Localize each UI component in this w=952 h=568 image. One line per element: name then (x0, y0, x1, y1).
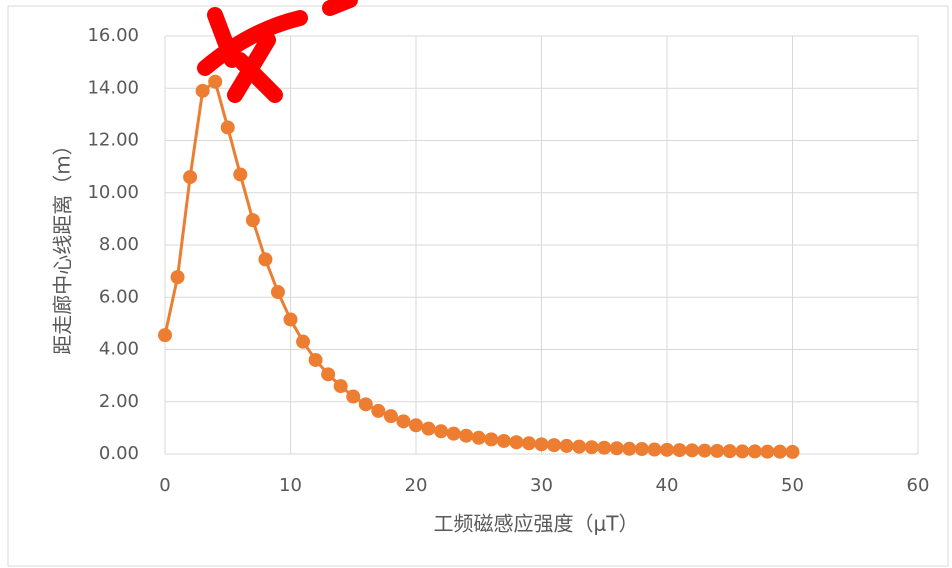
data-point (559, 438, 574, 453)
x-tick-label: 60 (907, 475, 930, 496)
data-point (409, 418, 423, 433)
data-point (785, 444, 800, 459)
data-point (534, 437, 549, 452)
y-tick-label: 6.00 (99, 286, 139, 307)
x-tick-label: 10 (279, 475, 302, 496)
y-tick-label: 14.00 (87, 77, 139, 98)
data-point (346, 389, 361, 404)
data-point (509, 435, 524, 450)
data-point (371, 403, 386, 418)
y-tick-label: 8.00 (99, 234, 139, 255)
data-point (609, 441, 624, 456)
y-tick-label: 12.00 (87, 130, 139, 151)
data-point (459, 428, 474, 443)
data-point (622, 441, 637, 456)
data-point (434, 424, 449, 439)
data-point (308, 352, 323, 367)
chart-frame (7, 5, 949, 567)
data-point (647, 442, 662, 457)
data-point (521, 436, 536, 451)
data-point (584, 440, 599, 455)
data-point (697, 443, 712, 458)
data-point (270, 285, 285, 300)
x-tick-label: 40 (656, 475, 679, 496)
data-point (660, 442, 674, 457)
data-point (158, 328, 172, 343)
data-point (722, 444, 737, 459)
data-point (772, 444, 787, 459)
x-tick-label: 20 (405, 475, 428, 496)
data-point (572, 439, 587, 454)
y-tick-label: 0.00 (99, 443, 139, 464)
data-point (597, 440, 612, 455)
data-point (735, 444, 750, 459)
data-point (634, 442, 649, 457)
data-point (760, 444, 775, 459)
data-point (245, 213, 260, 228)
data-point (710, 443, 725, 458)
x-tick-label: 0 (159, 475, 170, 496)
data-point (170, 270, 185, 285)
data-point (258, 252, 273, 267)
data-point (547, 438, 562, 453)
y-tick-label: 10.00 (87, 182, 139, 203)
data-point (496, 433, 511, 448)
x-tick-label: 50 (781, 475, 804, 496)
data-point (358, 397, 373, 412)
data-point (685, 443, 700, 458)
data-point (183, 170, 198, 185)
data-point (333, 379, 348, 394)
data-point (321, 367, 336, 382)
x-axis-label: 工频磁感应强度（μT） (434, 512, 639, 536)
watermark (197, 0, 358, 103)
y-tick-label: 2.00 (99, 391, 139, 412)
y-axis-label: 距走廊中心线距离（m） (51, 135, 75, 354)
data-point (283, 312, 298, 327)
data-point (484, 432, 499, 447)
data-point (471, 430, 486, 445)
data-point (383, 409, 398, 424)
data-point (233, 167, 248, 182)
data-point (446, 426, 461, 441)
plot-area: 0.00 2.00 4.00 6.00 8.00 10.00 12.00 14.00 16.00… (87, 25, 929, 496)
data-point (195, 83, 210, 98)
data-point (220, 120, 235, 135)
y-tick-label: 4.00 (99, 339, 139, 360)
y-tick-label: 16.00 (87, 25, 139, 46)
data-point (296, 334, 311, 349)
data-point (208, 74, 223, 89)
data-point (421, 421, 436, 436)
data-point (396, 414, 411, 429)
x-tick-label: 30 (530, 475, 553, 496)
data-point (672, 443, 687, 458)
data-point (747, 444, 762, 459)
